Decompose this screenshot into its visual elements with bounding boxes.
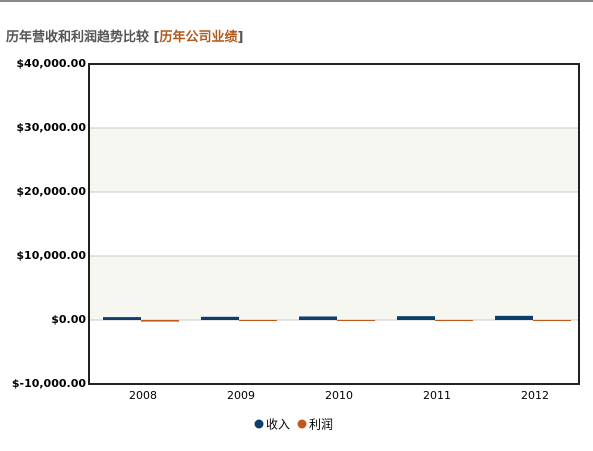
y-tick-label: $20,000.00 bbox=[16, 185, 86, 198]
chart-title: 历年营收和利润趋势比较 [历年公司业绩] bbox=[6, 29, 243, 45]
x-tick-label: 2010 bbox=[325, 389, 353, 402]
bracket: [ bbox=[154, 30, 160, 45]
bar bbox=[239, 320, 277, 321]
bar bbox=[337, 320, 375, 321]
bar bbox=[103, 317, 141, 320]
bar bbox=[435, 320, 473, 321]
x-tick-label: 2008 bbox=[129, 389, 157, 402]
legend-marker bbox=[297, 419, 307, 429]
x-tick-label: 2011 bbox=[423, 389, 451, 402]
legend-label: 收入 bbox=[266, 418, 290, 432]
title-text: 历年营收和利润趋势比较 bbox=[6, 29, 149, 45]
grid-band bbox=[89, 128, 579, 192]
plot-border bbox=[88, 63, 580, 385]
y-tick-label: $0.00 bbox=[51, 313, 86, 326]
x-tick-label: 2009 bbox=[227, 389, 255, 402]
legend-marker bbox=[254, 419, 264, 429]
bar bbox=[533, 320, 571, 321]
bracket: ] bbox=[238, 30, 244, 45]
title-link[interactable]: 历年公司业绩 bbox=[160, 29, 238, 45]
bar bbox=[201, 316, 239, 320]
x-tick-label: 2012 bbox=[521, 389, 549, 402]
y-tick-label: $30,000.00 bbox=[16, 121, 86, 134]
plot-background bbox=[89, 64, 579, 384]
y-tick-label: $10,000.00 bbox=[16, 249, 86, 262]
bar bbox=[299, 316, 337, 320]
y-tick-label: $-10,000.00 bbox=[12, 377, 86, 390]
bar bbox=[495, 315, 533, 320]
grid-band bbox=[89, 256, 579, 320]
bar bbox=[141, 320, 179, 322]
bar bbox=[397, 316, 435, 320]
y-tick-label: $40,000.00 bbox=[16, 57, 86, 70]
legend-label: 利润 bbox=[309, 418, 333, 432]
